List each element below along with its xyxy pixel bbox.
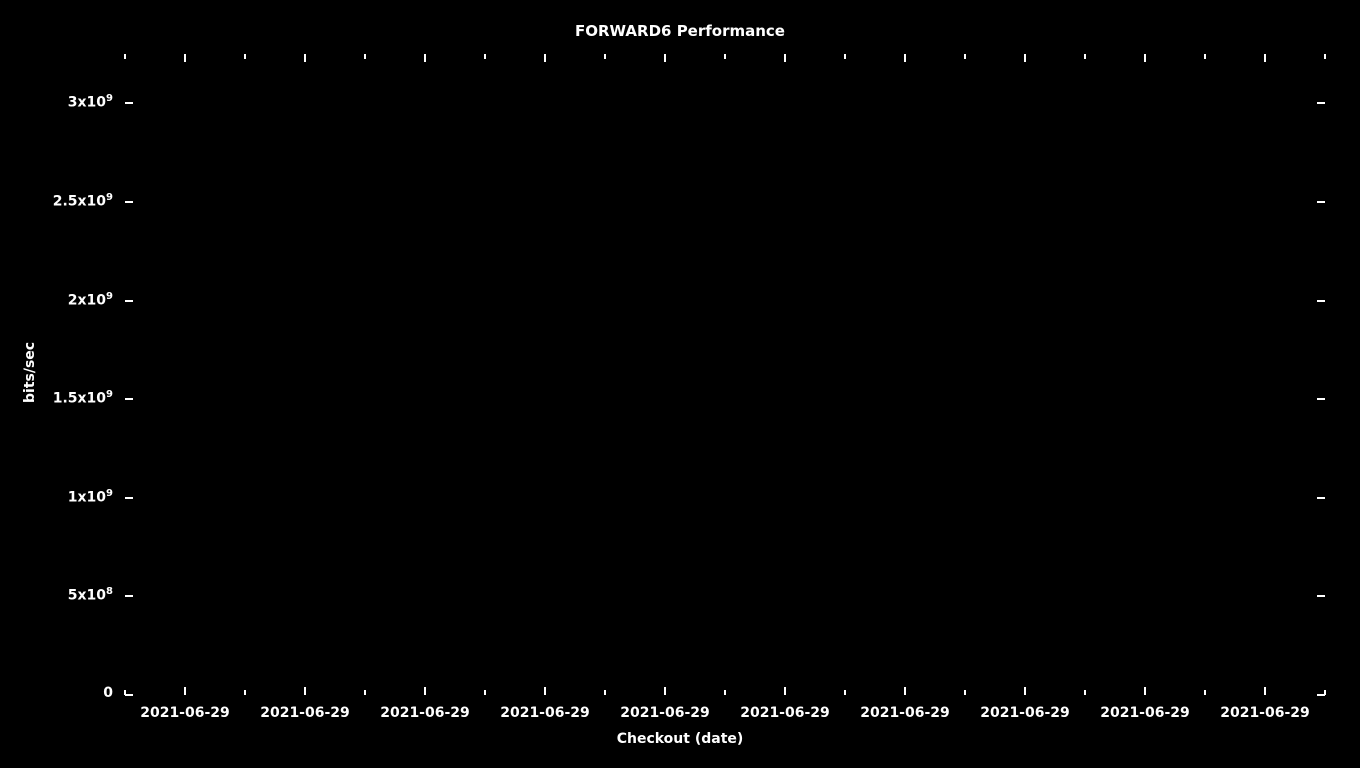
- x-tick-major: [1264, 687, 1266, 695]
- x-tick-major: [304, 687, 306, 695]
- x-tick-label: 2021-06-29: [740, 705, 830, 721]
- x-tick-minor: [844, 54, 846, 59]
- x-tick-major: [424, 54, 426, 62]
- x-tick-minor: [1324, 690, 1326, 695]
- x-tick-minor: [124, 690, 126, 695]
- x-tick-minor: [484, 54, 486, 59]
- x-tick-label: 2021-06-29: [860, 705, 950, 721]
- y-tick-label: 2x109: [68, 291, 113, 309]
- y-tick: [1317, 497, 1325, 499]
- x-tick-major: [904, 687, 906, 695]
- y-tick: [1317, 102, 1325, 104]
- x-tick-minor: [1084, 54, 1086, 59]
- x-tick-major: [904, 54, 906, 62]
- y-tick: [125, 595, 133, 597]
- plot-area: [125, 54, 1325, 695]
- x-tick-label: 2021-06-29: [980, 705, 1070, 721]
- x-tick-major: [1024, 54, 1026, 62]
- x-tick-major: [544, 687, 546, 695]
- x-tick-minor: [724, 690, 726, 695]
- x-tick-minor: [604, 54, 606, 59]
- x-tick-minor: [244, 690, 246, 695]
- y-tick-label: 2.5x109: [53, 192, 113, 210]
- x-tick-minor: [124, 54, 126, 59]
- y-tick-label: 3x109: [68, 93, 113, 111]
- x-tick-minor: [484, 690, 486, 695]
- x-tick-label: 2021-06-29: [500, 705, 590, 721]
- y-tick: [1317, 201, 1325, 203]
- performance-chart: FORWARD6 Performance bits/sec Checkout (…: [0, 0, 1360, 768]
- x-tick-minor: [1324, 54, 1326, 59]
- x-tick-minor: [1204, 54, 1206, 59]
- y-tick: [125, 300, 133, 302]
- x-tick-major: [1264, 54, 1266, 62]
- x-tick-label: 2021-06-29: [140, 705, 230, 721]
- y-tick: [125, 398, 133, 400]
- y-tick-label: 1x109: [68, 488, 113, 506]
- x-tick-major: [1024, 687, 1026, 695]
- x-tick-label: 2021-06-29: [1220, 705, 1310, 721]
- x-tick-minor: [364, 690, 366, 695]
- y-tick: [125, 102, 133, 104]
- x-tick-label: 2021-06-29: [620, 705, 710, 721]
- x-tick-minor: [964, 690, 966, 695]
- x-axis-title: Checkout (date): [0, 731, 1360, 747]
- x-tick-major: [1144, 54, 1146, 62]
- x-tick-major: [184, 54, 186, 62]
- y-tick: [125, 201, 133, 203]
- chart-title: FORWARD6 Performance: [0, 22, 1360, 40]
- x-tick-major: [1144, 687, 1146, 695]
- x-tick-major: [664, 687, 666, 695]
- x-tick-minor: [964, 54, 966, 59]
- y-tick: [1317, 398, 1325, 400]
- x-tick-major: [784, 687, 786, 695]
- x-tick-minor: [1084, 690, 1086, 695]
- x-tick-major: [184, 687, 186, 695]
- y-axis-title: bits/sec: [22, 343, 38, 403]
- y-tick: [125, 497, 133, 499]
- x-tick-major: [664, 54, 666, 62]
- x-tick-label: 2021-06-29: [380, 705, 470, 721]
- y-tick: [1317, 595, 1325, 597]
- x-tick-major: [424, 687, 426, 695]
- x-tick-minor: [1204, 690, 1206, 695]
- x-tick-major: [304, 54, 306, 62]
- y-tick: [125, 694, 133, 696]
- x-tick-major: [544, 54, 546, 62]
- x-tick-minor: [844, 690, 846, 695]
- y-tick-label: 0: [103, 685, 113, 701]
- x-tick-minor: [244, 54, 246, 59]
- y-tick-label: 5x108: [68, 586, 113, 604]
- x-tick-major: [784, 54, 786, 62]
- x-tick-minor: [364, 54, 366, 59]
- y-tick: [1317, 300, 1325, 302]
- y-tick-label: 1.5x109: [53, 389, 113, 407]
- x-tick-minor: [604, 690, 606, 695]
- x-tick-minor: [724, 54, 726, 59]
- x-tick-label: 2021-06-29: [260, 705, 350, 721]
- x-tick-label: 2021-06-29: [1100, 705, 1190, 721]
